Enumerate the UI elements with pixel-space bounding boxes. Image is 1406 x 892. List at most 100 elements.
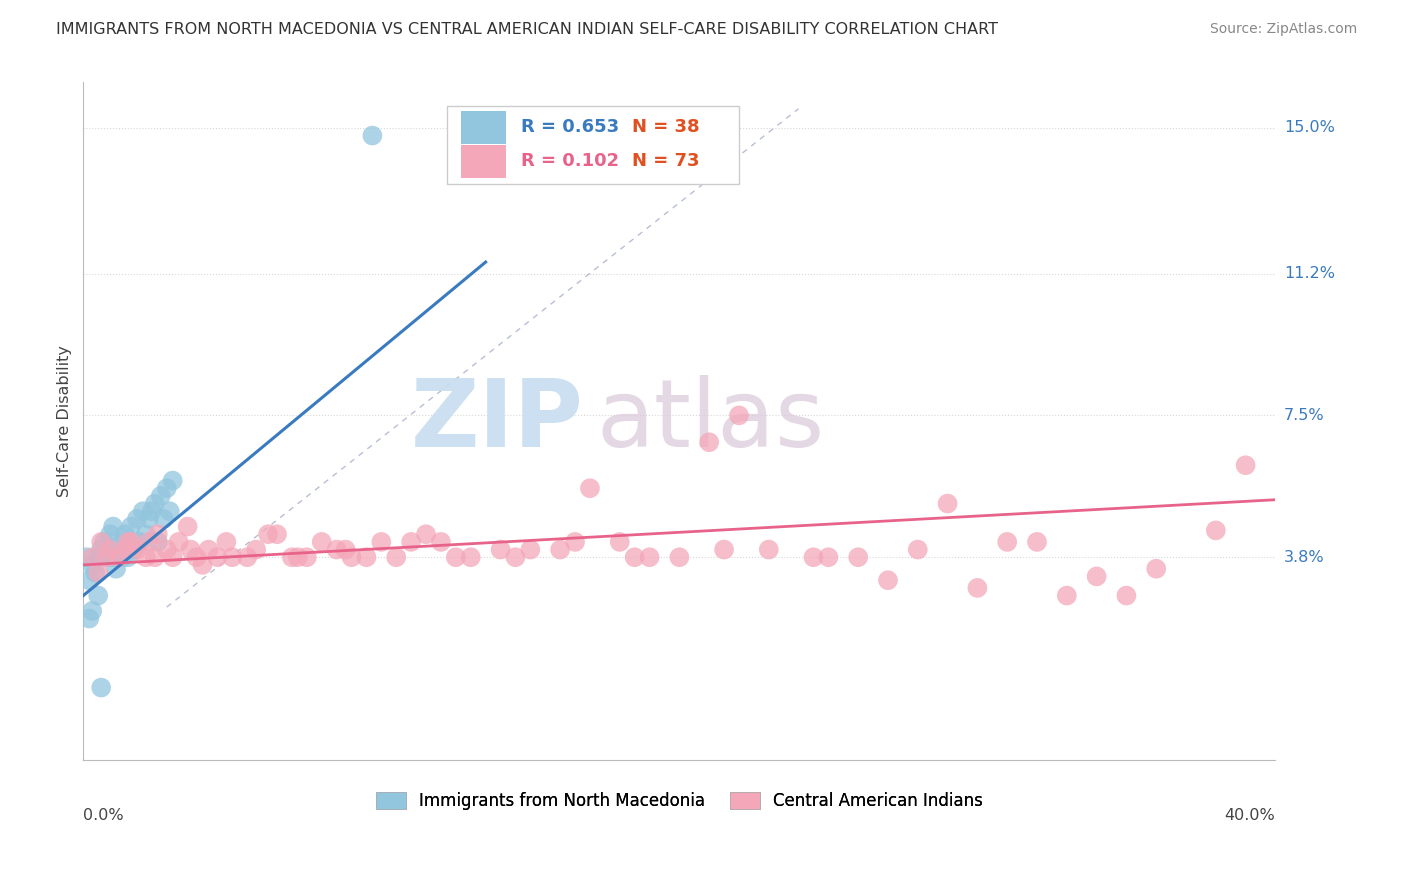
Point xyxy=(90,535,112,549)
Point xyxy=(143,550,166,565)
Point xyxy=(90,681,112,695)
Bar xyxy=(461,145,506,178)
Point xyxy=(505,550,527,565)
Point xyxy=(138,512,160,526)
Point xyxy=(1026,535,1049,549)
Bar xyxy=(461,112,506,144)
Point xyxy=(129,535,152,549)
Point xyxy=(245,542,267,557)
Text: IMMIGRANTS FROM NORTH MACEDONIA VS CENTRAL AMERICAN INDIAN SELF-CARE DISABILITY : IMMIGRANTS FROM NORTH MACEDONIA VS CENTR… xyxy=(56,22,998,37)
Point xyxy=(1056,589,1078,603)
Point xyxy=(146,527,169,541)
Text: R = 0.653: R = 0.653 xyxy=(520,119,619,136)
Point xyxy=(135,550,157,565)
Point xyxy=(697,435,720,450)
Point xyxy=(111,535,134,549)
Point xyxy=(936,497,959,511)
Point xyxy=(257,527,280,541)
Point xyxy=(162,550,184,565)
Point xyxy=(728,409,751,423)
Point xyxy=(207,550,229,565)
Point xyxy=(96,550,118,565)
Point xyxy=(125,512,148,526)
Point xyxy=(803,550,825,565)
Point xyxy=(489,542,512,557)
Point xyxy=(1144,562,1167,576)
Point xyxy=(120,519,142,533)
Point xyxy=(156,481,179,495)
FancyBboxPatch shape xyxy=(447,105,740,184)
Point xyxy=(758,542,780,557)
Point xyxy=(114,527,136,541)
Point xyxy=(311,535,333,549)
Point xyxy=(236,550,259,565)
Text: atlas: atlas xyxy=(596,376,824,467)
Point xyxy=(125,542,148,557)
Point xyxy=(87,566,110,580)
Point xyxy=(82,550,104,565)
Text: 15.0%: 15.0% xyxy=(1284,120,1334,136)
Point xyxy=(87,550,110,565)
Point xyxy=(152,512,174,526)
Point xyxy=(90,542,112,557)
Point xyxy=(191,558,214,572)
Point xyxy=(143,497,166,511)
Point xyxy=(149,489,172,503)
Point xyxy=(176,519,198,533)
Point xyxy=(87,589,110,603)
Point xyxy=(117,535,139,549)
Point xyxy=(1205,524,1227,538)
Text: 0.0%: 0.0% xyxy=(83,808,124,823)
Point xyxy=(114,542,136,557)
Point xyxy=(167,535,190,549)
Point xyxy=(519,542,541,557)
Y-axis label: Self-Care Disability: Self-Care Disability xyxy=(58,345,72,497)
Text: R = 0.102: R = 0.102 xyxy=(520,153,619,170)
Point xyxy=(162,474,184,488)
Point xyxy=(105,562,128,576)
Point xyxy=(609,535,631,549)
Point xyxy=(146,535,169,549)
Point xyxy=(385,550,408,565)
Point xyxy=(877,573,900,587)
Point xyxy=(108,550,131,565)
Point xyxy=(399,535,422,549)
Point xyxy=(132,504,155,518)
Point xyxy=(138,535,160,549)
Point xyxy=(356,550,378,565)
Point xyxy=(444,550,467,565)
Point xyxy=(98,527,121,541)
Point xyxy=(197,542,219,557)
Point xyxy=(93,535,115,549)
Point xyxy=(117,550,139,565)
Point xyxy=(156,542,179,557)
Point xyxy=(907,542,929,557)
Point xyxy=(96,550,118,565)
Point xyxy=(966,581,988,595)
Point xyxy=(101,550,124,565)
Point xyxy=(638,550,661,565)
Point xyxy=(96,550,118,565)
Point xyxy=(111,550,134,565)
Text: ZIP: ZIP xyxy=(411,376,583,467)
Point xyxy=(180,542,202,557)
Point xyxy=(215,535,238,549)
Point xyxy=(98,542,121,557)
Point xyxy=(84,566,107,580)
Text: N = 38: N = 38 xyxy=(631,119,699,136)
Text: 11.2%: 11.2% xyxy=(1284,266,1334,281)
Point xyxy=(340,550,363,565)
Point xyxy=(221,550,243,565)
Point xyxy=(846,550,869,565)
Point xyxy=(579,481,602,495)
Point xyxy=(460,550,482,565)
Point xyxy=(159,504,181,518)
Point xyxy=(1085,569,1108,583)
Point xyxy=(1234,458,1257,473)
Point xyxy=(415,527,437,541)
Point xyxy=(995,535,1018,549)
Point xyxy=(122,542,145,557)
Point xyxy=(295,550,318,565)
Point xyxy=(141,504,163,518)
Point xyxy=(623,550,645,565)
